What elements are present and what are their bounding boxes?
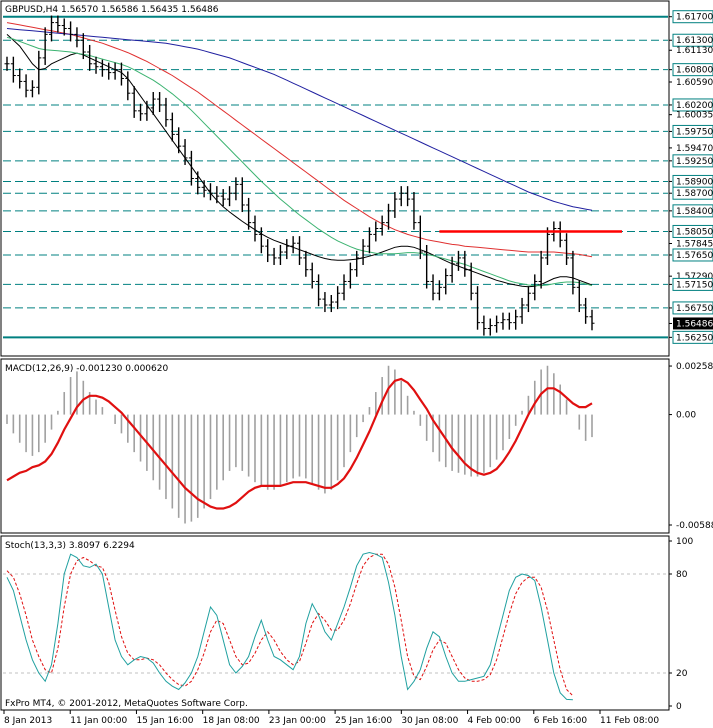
time-tick-label: 15 Jan 16:00 (136, 716, 193, 726)
level-price-box (672, 330, 713, 344)
current-price-label: 1.56486 (676, 319, 713, 329)
current-price-tag (673, 317, 713, 330)
macd-label: MACD(12,26,9) -0.001230 0.000620 (5, 364, 168, 374)
stoch-axis: 100 80 20 0 (669, 537, 693, 712)
price-tick-label: 1.61300 (676, 36, 713, 46)
price-level-lines (3, 15, 668, 339)
macd-tick-label: 0.002585 (676, 362, 713, 372)
stoch-signal-line (6, 553, 574, 697)
price-tick-label: 1.60035 (676, 111, 713, 121)
macd-panel-frame (0, 358, 670, 534)
copyright: FxPro MT4, © 2001-2012, MetaQuotes Softw… (5, 699, 248, 709)
price-tick-label: 1.57150 (676, 280, 713, 290)
price-tick-label: 1.57650 (676, 251, 713, 261)
level-price-box (672, 248, 713, 262)
price-tick-label: 1.58900 (676, 177, 713, 187)
price-tick-label: 1.58400 (676, 207, 713, 217)
macd-tick-label: -0.00588 (676, 521, 713, 531)
stoch-tick-label: 0 (676, 702, 682, 712)
stoch-tick-label: 20 (676, 669, 688, 679)
stoch-panel-frame (0, 535, 670, 711)
level-price-box (672, 277, 713, 291)
time-tick-label: 11 Feb 08:00 (600, 716, 659, 726)
macd-axis: 0.002585 0.00 -0.00588 (669, 362, 713, 531)
price-tick-label: 1.57845 (676, 240, 713, 250)
time-tick-label: 6 Feb 16:00 (534, 716, 588, 726)
ohlc-bars (4, 15, 595, 336)
macd-tick-label: 0.00 (676, 411, 696, 421)
stoch-label: Stoch(13,3,3) 3.8097 6.2294 (5, 541, 135, 551)
level-price-box (672, 224, 713, 238)
price-tick-label: 1.60800 (676, 66, 713, 76)
level-price-box (672, 124, 713, 138)
macd-signal-line (6, 377, 593, 510)
price-tick-label: 1.58700 (676, 189, 713, 199)
level-price-box (672, 186, 713, 200)
stoch-tick-label: 100 (676, 537, 693, 547)
price-tick-label: 1.60590 (676, 78, 713, 88)
stoch-level-lines (3, 573, 668, 674)
time-tick-label: 4 Feb 00:00 (468, 716, 522, 726)
stoch-main-line (6, 551, 573, 701)
time-axis: 8 Jan 2013 11 Jan 00:00 15 Jan 16:00 18 Jan… (3, 710, 659, 726)
price-tick-label: 1.60200 (676, 101, 713, 111)
moving-average-line (6, 22, 593, 258)
symbol-info: GBPUSD,H4 1.56570 1.56586 1.56435 1.5648… (5, 5, 219, 15)
time-tick-label: 11 Jan 00:00 (70, 716, 127, 726)
price-tick-label: 1.61700 (676, 13, 713, 23)
price-tick-label: 1.61130 (676, 46, 713, 56)
macd-histogram (6, 365, 593, 524)
price-tick-label: 1.57290 (676, 272, 713, 282)
price-tick-label: 1.59750 (676, 127, 713, 137)
time-tick-label: 23 Jan 00:00 (269, 716, 326, 726)
time-tick-label: 25 Jan 16:00 (335, 716, 392, 726)
level-price-box (672, 154, 713, 168)
macd-signal-group (6, 377, 593, 510)
level-price-box (672, 63, 713, 77)
stoch-tick-label: 80 (676, 570, 688, 580)
price-tick-label: 1.59250 (676, 157, 713, 167)
time-tick-label: 30 Jan 08:00 (401, 716, 458, 726)
level-price-box (672, 33, 713, 47)
price-panel-frame (0, 0, 670, 357)
price-tick-label: 1.56250 (676, 333, 713, 343)
level-price-box (672, 98, 713, 112)
level-price-box (672, 204, 713, 218)
level-price-box (672, 10, 713, 24)
stoch-lines (6, 551, 574, 701)
time-tick-label: 18 Jan 08:00 (203, 716, 260, 726)
price-tick-label: 1.59470 (676, 144, 713, 154)
price-tick-label: 1.56750 (676, 304, 713, 314)
moving-average-line (6, 28, 593, 211)
moving-average-line (6, 36, 593, 287)
price-tick-label: 1.58050 (676, 227, 713, 237)
level-price-box (672, 301, 713, 315)
time-tick-label: 8 Jan 2013 (4, 716, 52, 726)
moving-averages (6, 22, 593, 288)
